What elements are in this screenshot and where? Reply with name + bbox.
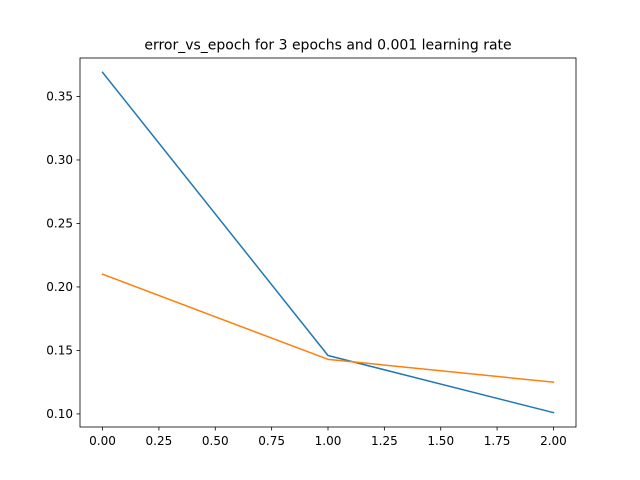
x-tick-label: 1.25 [371, 434, 398, 448]
plot-area [101, 71, 555, 414]
x-tick-label: 2.00 [540, 434, 567, 448]
series-line-1 [101, 71, 555, 414]
y-tick-label: 0.30 [46, 153, 73, 167]
y-tick-label: 0.20 [46, 280, 73, 294]
x-tick-label: 1.50 [427, 434, 454, 448]
series-line-2 [101, 273, 555, 384]
axes: 0.00 0.25 0.50 0.75 1.00 1.25 1.50 1.75 2.00 0.10… [46, 57, 577, 448]
x-tick-label: 0.75 [258, 434, 285, 448]
y-tick-label: 0.10 [46, 407, 73, 421]
x-tick-label: 1.75 [484, 434, 511, 448]
chart-title: error_vs_epoch for 3 epochs and 0.001 le… [144, 38, 511, 54]
x-tick-label: 0.50 [202, 434, 229, 448]
y-tick-label: 0.35 [46, 90, 73, 104]
y-tick-label: 0.25 [46, 217, 73, 231]
y-tick-label: 0.15 [46, 344, 73, 358]
x-tick-label: 0.25 [146, 434, 173, 448]
x-tick-label: 0.00 [89, 434, 116, 448]
x-tick-label: 1.00 [315, 434, 342, 448]
